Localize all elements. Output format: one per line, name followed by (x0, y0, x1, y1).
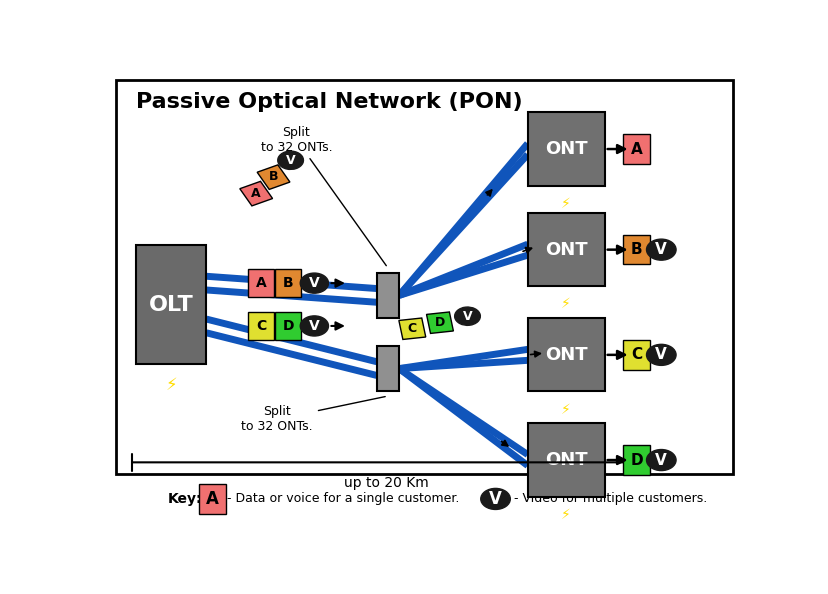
Text: ⚡: ⚡ (165, 375, 176, 394)
Text: OLT: OLT (148, 295, 193, 315)
FancyBboxPatch shape (116, 80, 732, 474)
FancyBboxPatch shape (275, 269, 301, 297)
Text: ⚡: ⚡ (561, 508, 570, 522)
FancyBboxPatch shape (623, 340, 650, 369)
Circle shape (277, 151, 303, 169)
Text: V: V (655, 242, 667, 257)
Text: C: C (256, 319, 266, 333)
Circle shape (300, 316, 328, 336)
Text: ONT: ONT (544, 346, 587, 364)
Text: V: V (655, 453, 667, 467)
FancyBboxPatch shape (623, 134, 650, 164)
FancyBboxPatch shape (527, 318, 604, 391)
Text: ONT: ONT (544, 140, 587, 158)
FancyBboxPatch shape (398, 318, 426, 339)
Text: V: V (286, 154, 295, 167)
FancyBboxPatch shape (239, 181, 272, 206)
Text: D: D (630, 453, 643, 467)
Circle shape (646, 345, 676, 365)
FancyBboxPatch shape (527, 112, 604, 185)
Text: B: B (282, 276, 293, 290)
Text: ⚡: ⚡ (561, 298, 570, 311)
FancyBboxPatch shape (248, 312, 273, 340)
FancyBboxPatch shape (623, 235, 650, 264)
Circle shape (646, 450, 676, 470)
Text: A: A (630, 141, 642, 157)
Circle shape (646, 239, 676, 260)
Text: V: V (462, 309, 472, 323)
Circle shape (480, 488, 510, 510)
Circle shape (454, 307, 479, 326)
Text: Split
to 32 ONTs.: Split to 32 ONTs. (260, 125, 386, 266)
Text: - Video for multiple customers.: - Video for multiple customers. (513, 492, 706, 505)
Text: D: D (434, 316, 445, 328)
Text: V: V (309, 319, 320, 333)
Text: ONT: ONT (544, 241, 587, 258)
Text: Passive Optical Network (PON): Passive Optical Network (PON) (136, 92, 522, 112)
FancyBboxPatch shape (199, 484, 226, 514)
FancyBboxPatch shape (136, 245, 206, 364)
Text: V: V (655, 347, 667, 362)
FancyBboxPatch shape (275, 312, 301, 340)
FancyBboxPatch shape (623, 446, 650, 475)
Text: A: A (206, 490, 219, 508)
Text: C: C (631, 347, 642, 362)
Text: Split
to 32 ONTs.: Split to 32 ONTs. (241, 397, 385, 433)
Text: V: V (309, 276, 320, 290)
Text: C: C (407, 322, 416, 335)
FancyBboxPatch shape (257, 165, 290, 189)
FancyBboxPatch shape (527, 424, 604, 497)
FancyBboxPatch shape (527, 213, 604, 286)
Text: ONT: ONT (544, 451, 587, 469)
FancyBboxPatch shape (376, 273, 399, 318)
Circle shape (300, 273, 328, 293)
Text: Key:: Key: (167, 492, 202, 506)
FancyBboxPatch shape (248, 269, 273, 297)
Text: up to 20 Km: up to 20 Km (344, 476, 428, 490)
Text: ⚡: ⚡ (561, 197, 570, 211)
Text: B: B (268, 170, 277, 183)
FancyBboxPatch shape (376, 346, 399, 391)
Text: B: B (630, 242, 642, 257)
Text: A: A (255, 276, 266, 290)
Text: D: D (282, 319, 293, 333)
Text: ⚡: ⚡ (561, 403, 570, 417)
Text: A: A (251, 187, 260, 200)
Text: - Data or voice for a single customer.: - Data or voice for a single customer. (227, 492, 459, 505)
FancyBboxPatch shape (426, 312, 453, 333)
Text: V: V (489, 490, 502, 508)
